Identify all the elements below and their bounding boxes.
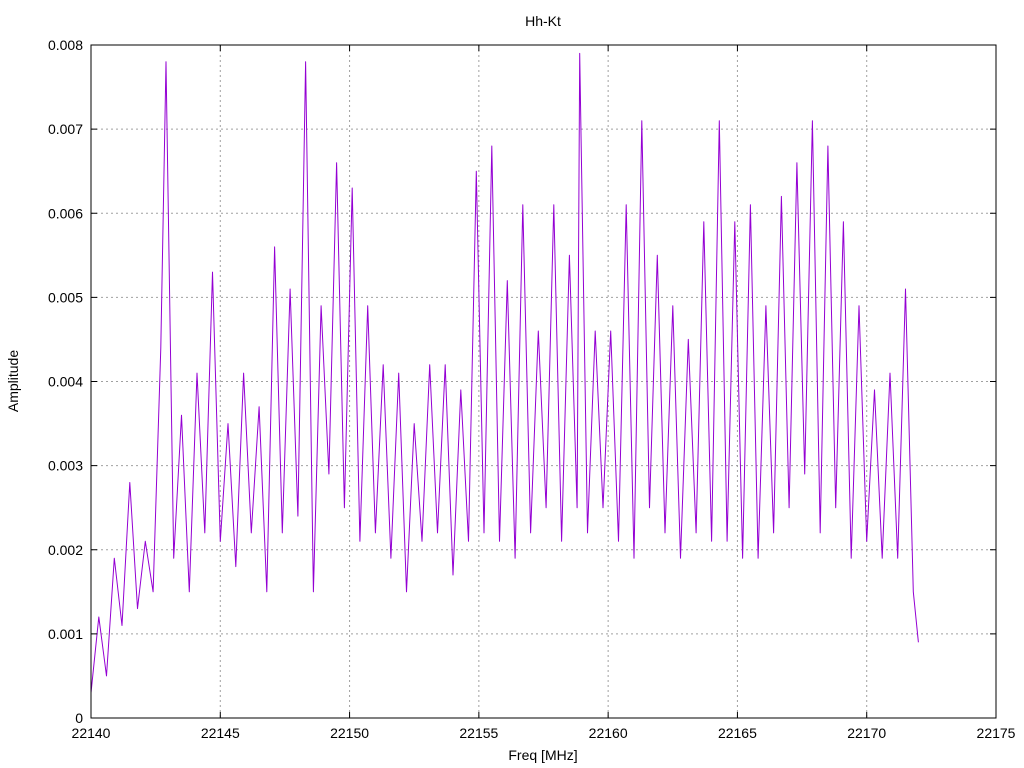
x-tick-label: 22160 xyxy=(589,725,628,741)
y-tick-label: 0.006 xyxy=(48,205,83,221)
x-tick-label: 22145 xyxy=(201,725,240,741)
x-tick-label: 22150 xyxy=(330,725,369,741)
x-tick-label: 22170 xyxy=(847,725,886,741)
y-axis-label: Amplitude xyxy=(5,350,21,412)
y-tick-label: 0.002 xyxy=(48,542,83,558)
x-tick-label: 22155 xyxy=(459,725,498,741)
grid xyxy=(91,45,996,718)
series-layer xyxy=(90,52,919,693)
x-tick-label: 22140 xyxy=(72,725,111,741)
x-axis-label: Freq [MHz] xyxy=(508,747,577,763)
y-tick-label: 0.003 xyxy=(48,458,83,474)
y-tick-label: 0.001 xyxy=(48,626,83,642)
y-tick-label: 0.004 xyxy=(48,374,83,390)
y-tick-label: 0 xyxy=(75,710,83,726)
x-tick-label: 22175 xyxy=(977,725,1016,741)
x-tick-label: 22165 xyxy=(718,725,757,741)
ticks: 22140 22145 22150 22155 22160 22165 22170 22175… xyxy=(48,37,1016,741)
y-tick-label: 0.007 xyxy=(48,121,83,137)
series-line xyxy=(90,52,919,693)
y-tick-label: 0.005 xyxy=(48,289,83,305)
chart-title: Hh-Kt xyxy=(525,13,561,29)
y-tick-label: 0.008 xyxy=(48,37,83,53)
